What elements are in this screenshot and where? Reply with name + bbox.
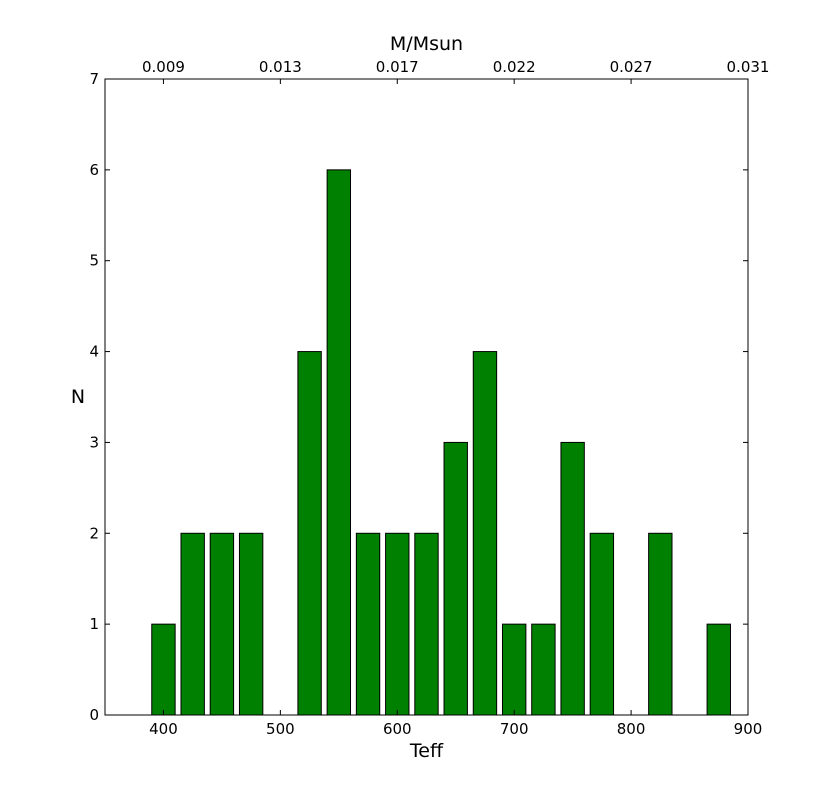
bar-3 bbox=[209, 532, 235, 716]
bar-16 bbox=[648, 532, 673, 716]
top-x-tick-label: 0.013 bbox=[259, 58, 302, 76]
bar-14 bbox=[560, 441, 585, 716]
y-tick-label: 4 bbox=[89, 343, 99, 361]
x-axis-label: Teff bbox=[409, 740, 444, 762]
bar-17 bbox=[706, 623, 731, 716]
x-tick-label: 700 bbox=[500, 720, 529, 738]
plot-frame bbox=[104, 78, 749, 716]
bar-2 bbox=[180, 532, 205, 716]
tick-labels-group: 400 0.009 500 0.013 600 0.017 700 0.022 800 0.027… bbox=[89, 58, 769, 738]
top-x-axis-label: M/Msun bbox=[390, 33, 463, 55]
bars-group bbox=[151, 169, 731, 716]
bar-11 bbox=[472, 351, 498, 716]
bar-13 bbox=[531, 623, 556, 716]
top-x-tick-label: 0.017 bbox=[376, 58, 419, 76]
bar-10 bbox=[443, 441, 468, 716]
y-tick-label: 3 bbox=[89, 433, 99, 451]
bar-8 bbox=[385, 532, 410, 716]
bar-4 bbox=[238, 532, 264, 716]
x-tick-label: 800 bbox=[617, 720, 646, 738]
y-tick-label: 2 bbox=[89, 524, 99, 542]
bar-6 bbox=[326, 169, 352, 716]
y-tick-label: 1 bbox=[89, 615, 99, 633]
top-x-tick-label: 0.031 bbox=[727, 58, 770, 76]
bar-1 bbox=[151, 623, 176, 716]
bar-9 bbox=[414, 532, 439, 716]
x-tick-label: 500 bbox=[266, 720, 295, 738]
bar-12 bbox=[501, 623, 527, 716]
top-x-tick-label: 0.009 bbox=[142, 58, 185, 76]
y-tick-label: 5 bbox=[89, 252, 99, 270]
bar-5 bbox=[297, 351, 322, 716]
top-x-tick-label: 0.022 bbox=[493, 58, 536, 76]
x-tick-label: 400 bbox=[149, 720, 178, 738]
y-tick-label: 6 bbox=[89, 161, 99, 179]
x-tick-label: 900 bbox=[734, 720, 763, 738]
y-tick-label: 0 bbox=[89, 706, 99, 724]
y-axis-label: N bbox=[71, 386, 85, 408]
top-x-tick-label: 0.027 bbox=[610, 58, 653, 76]
bar-15 bbox=[589, 532, 615, 716]
bar-7 bbox=[355, 532, 381, 716]
y-tick-label: 7 bbox=[89, 70, 99, 88]
x-tick-label: 600 bbox=[383, 720, 412, 738]
